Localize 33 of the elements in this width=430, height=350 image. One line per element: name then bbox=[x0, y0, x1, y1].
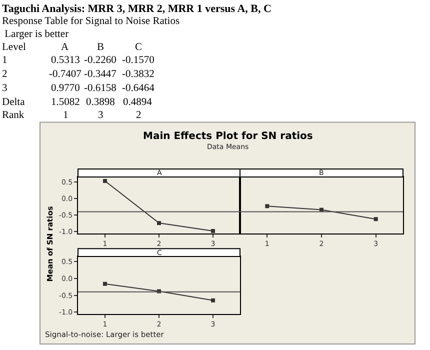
text: Delta bbox=[2, 97, 26, 108]
text: 0.4894 bbox=[123, 97, 153, 108]
text: -0.3447 bbox=[84, 69, 116, 80]
text: -0.1570 bbox=[122, 55, 154, 66]
text: 2 bbox=[136, 110, 142, 121]
text: B bbox=[97, 42, 104, 53]
text: A bbox=[61, 42, 69, 53]
text: 0.3898 bbox=[86, 97, 115, 108]
point bbox=[157, 221, 161, 226]
point bbox=[103, 282, 107, 286]
text: 3 bbox=[2, 83, 8, 94]
point bbox=[103, 178, 107, 183]
text: -0.6464 bbox=[122, 83, 156, 94]
text: 3 bbox=[98, 110, 104, 121]
text: Taguchi Analysis: MRR 3, MRR 2, MRR 1 versus A, B, C bbox=[2, 3, 272, 15]
text: -0.2260 bbox=[84, 55, 116, 66]
text: Level bbox=[2, 42, 26, 53]
text: -0.7407 bbox=[49, 69, 82, 80]
text: 1.5082 bbox=[51, 97, 80, 108]
text: 0.5313 bbox=[51, 55, 80, 66]
text: 0.9770 bbox=[51, 83, 80, 94]
point bbox=[211, 229, 215, 234]
text: C bbox=[135, 42, 142, 53]
text: -0.6158 bbox=[84, 83, 116, 94]
text: -0.3832 bbox=[122, 69, 154, 80]
text: 2 bbox=[2, 69, 8, 80]
text: Response Table for Signal to Noise Ratios bbox=[2, 16, 180, 27]
text: Larger is better bbox=[2, 29, 70, 40]
text: Rank bbox=[2, 110, 25, 121]
text: Main Effects Plot for SN ratios bbox=[143, 131, 313, 142]
text: 1 bbox=[63, 110, 68, 121]
point bbox=[211, 298, 215, 302]
text: 1 bbox=[2, 55, 8, 66]
